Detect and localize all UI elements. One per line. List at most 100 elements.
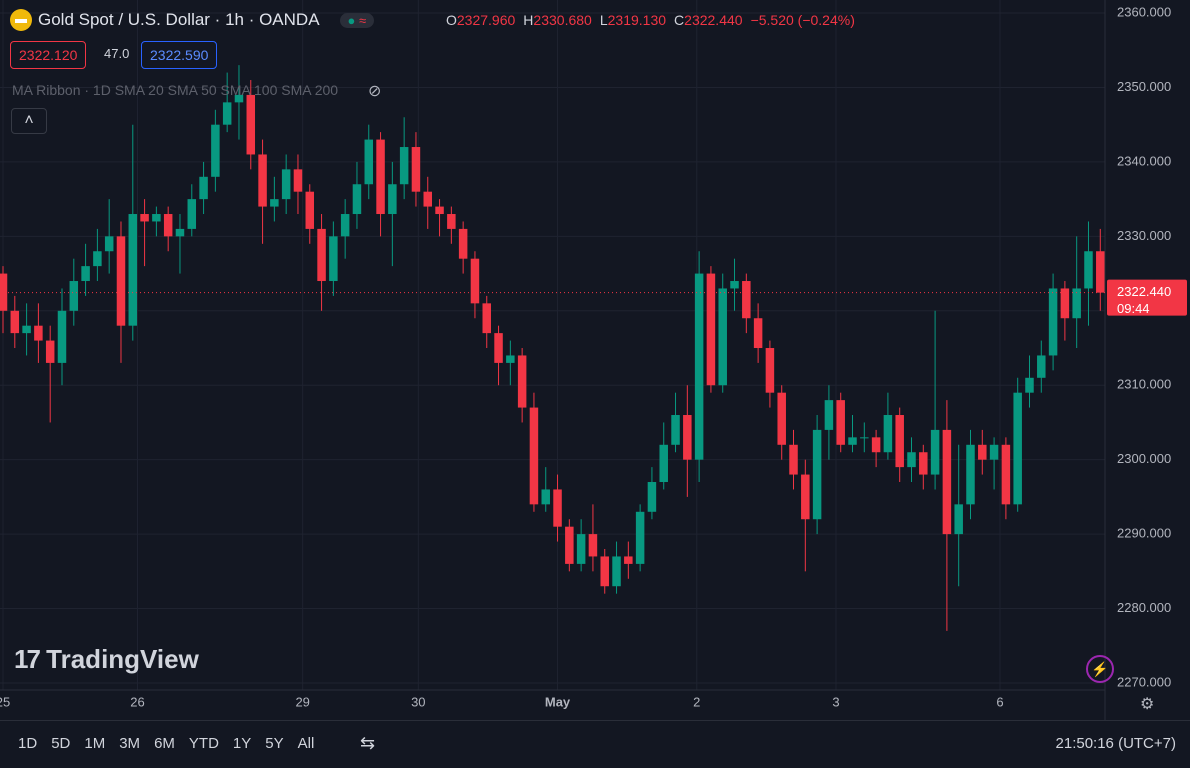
collapse-button[interactable]: ˄	[11, 108, 47, 134]
candle-body	[93, 251, 102, 267]
y-tick-label: 2290.000	[1117, 526, 1171, 541]
candle-body	[45, 340, 55, 363]
candle-body	[494, 333, 503, 363]
candle-body	[659, 444, 668, 483]
candle-body	[329, 236, 338, 282]
toolbar-divider	[0, 720, 1190, 721]
candle-body	[1084, 251, 1093, 289]
x-tick-label: 25	[0, 694, 10, 709]
candle-body	[1025, 377, 1034, 393]
candle-body	[966, 444, 975, 505]
candle-body	[565, 526, 574, 564]
candle-body	[624, 556, 633, 564]
chart: 2270.000 2280.000 2290.000 2300.000 2310.000…	[0, 0, 1187, 720]
ohlc-value: 2330.680	[533, 12, 592, 28]
watermark-text: TradingView	[46, 644, 199, 674]
candle-body	[140, 214, 149, 222]
x-tick-label: 26	[130, 694, 144, 709]
ask-button[interactable]: 2322.590	[141, 41, 218, 69]
candle-body	[694, 273, 704, 460]
candle-body	[824, 400, 834, 430]
hide-icon[interactable]: ⊘	[368, 83, 382, 100]
candle-body	[152, 214, 161, 222]
candle-body	[388, 184, 397, 215]
candle-body	[305, 191, 315, 229]
candle-body	[871, 437, 881, 453]
candle-body	[860, 437, 869, 439]
status-pill[interactable]: ● ≈	[339, 12, 375, 28]
range-button[interactable]: All	[297, 735, 315, 752]
range-button[interactable]: 1M	[84, 735, 106, 752]
candle-body	[423, 191, 432, 207]
candle-body	[1048, 288, 1058, 356]
range-button[interactable]: 5D	[51, 735, 71, 752]
candle-body	[104, 236, 114, 252]
candle-body	[612, 556, 621, 587]
candle-body	[576, 534, 586, 564]
x-tick-label: 6	[996, 694, 1003, 709]
ohlc-value: 2319.130	[607, 12, 667, 28]
candle-body	[1013, 392, 1022, 505]
candle-body	[742, 281, 751, 319]
candle-body	[978, 444, 987, 460]
y-tick-label: 2340.000	[1117, 153, 1171, 168]
candle-body	[753, 318, 763, 349]
candle-body	[234, 94, 244, 103]
range-button[interactable]: 6M	[154, 735, 175, 752]
date-range-icon[interactable]: ⇆	[360, 733, 376, 753]
candle-body	[128, 214, 138, 326]
candle-body	[293, 169, 303, 192]
candle-body	[175, 228, 185, 237]
symbol-icon	[10, 9, 32, 31]
candle-body	[706, 273, 716, 386]
candle-body	[447, 214, 456, 229]
ohlc-value: 2322.440	[684, 12, 743, 28]
candle-body	[258, 154, 267, 207]
last-price-label: 2322.440	[1117, 284, 1171, 299]
candle-body	[600, 556, 609, 587]
candle-body	[376, 139, 385, 215]
y-tick-label: 2360.000	[1117, 4, 1171, 19]
range-button[interactable]: YTD	[188, 735, 219, 752]
candle-body	[553, 489, 562, 527]
ohlc-values: O2327.960 H2330.680 L2319.130 C2322.440 −5.5…	[446, 12, 855, 28]
candle-body	[69, 281, 79, 311]
candle-body	[730, 281, 739, 289]
range-buttons: 1D 5D 1M 3M 6M YTD 1Y 5Y All	[18, 735, 314, 752]
range-button[interactable]: 1Y	[232, 735, 252, 752]
alert-icon[interactable]: ⚡	[1086, 655, 1114, 683]
x-tick-label: May	[545, 694, 571, 709]
settings-icon[interactable]: ⚙	[1140, 696, 1155, 713]
candle-body	[506, 355, 515, 363]
candle-body	[34, 325, 43, 341]
ohlc-key: C	[674, 12, 685, 28]
candle-body	[647, 482, 657, 512]
candle-body	[246, 94, 256, 155]
last-price-tag	[1107, 279, 1187, 316]
candle-body	[163, 214, 173, 237]
ohlc-key: L	[599, 12, 608, 28]
x-tick-label: 30	[411, 694, 425, 709]
range-button[interactable]: 5Y	[265, 735, 284, 752]
range-button[interactable]: 3M	[119, 735, 141, 752]
bid-button[interactable]: 2322.120	[10, 41, 87, 69]
y-tick-label: 2300.000	[1117, 451, 1171, 466]
candle-body	[671, 415, 680, 445]
y-tick-label: 2310.000	[1117, 377, 1171, 392]
candle-body	[1001, 444, 1011, 505]
candle-body	[635, 511, 645, 564]
candle-body	[907, 452, 916, 468]
candle-body	[789, 444, 798, 475]
candle-body	[588, 534, 598, 557]
candle-body	[81, 266, 90, 282]
candle-body	[683, 415, 692, 460]
candle-body	[317, 228, 326, 282]
range-button[interactable]: 1D	[18, 735, 38, 752]
symbol-title: Gold Spot / U.S. Dollar · 1h · OANDA	[38, 10, 320, 29]
candle-body	[187, 199, 197, 229]
x-tick-label: 2	[693, 694, 700, 709]
candle-body	[340, 214, 350, 237]
candle-body	[848, 437, 857, 445]
candle-body	[765, 348, 775, 393]
